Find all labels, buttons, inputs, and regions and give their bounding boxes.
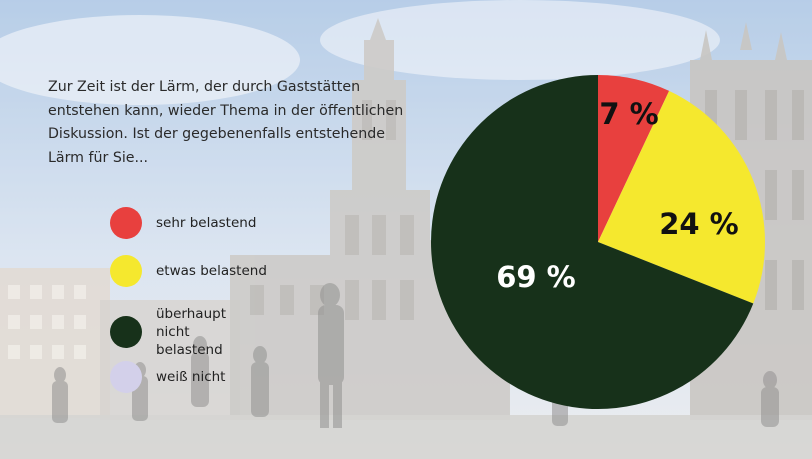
legend-swatch-lavender <box>110 361 142 393</box>
legend-label: weiß nicht <box>156 369 226 385</box>
legend-item-ueberhaupt-nicht-belastend: überhaupt nicht belastend <box>110 305 226 359</box>
pie-data-label-0: 7 % <box>599 97 658 131</box>
question-text: Zur Zeit ist der Lärm, der durch Gaststä… <box>48 79 404 166</box>
legend-label: etwas belastend <box>156 263 267 279</box>
legend-item-weiss-nicht: weiß nicht <box>110 361 225 393</box>
pie-slice-2 <box>431 75 754 409</box>
ground <box>0 415 812 459</box>
legend-swatch-red <box>110 207 142 239</box>
pie-data-label-1: 24 % <box>659 207 739 241</box>
legend-swatch-yellow <box>110 255 142 287</box>
legend-label: sehr belastend <box>156 215 257 231</box>
pie-data-label-2: 69 % <box>496 260 576 294</box>
legend-item-etwas-belastend: etwas belastend <box>110 255 267 287</box>
pie-slice-1 <box>598 90 765 304</box>
cloud <box>0 15 300 105</box>
pie-slice-0 <box>598 75 670 242</box>
cloud <box>320 0 720 80</box>
legend-item-sehr-belastend: sehr belastend <box>110 207 256 239</box>
crowd <box>52 283 779 428</box>
legend-label: überhaupt nicht belastend <box>156 306 226 358</box>
legend-swatch-darkgreen <box>110 316 142 348</box>
